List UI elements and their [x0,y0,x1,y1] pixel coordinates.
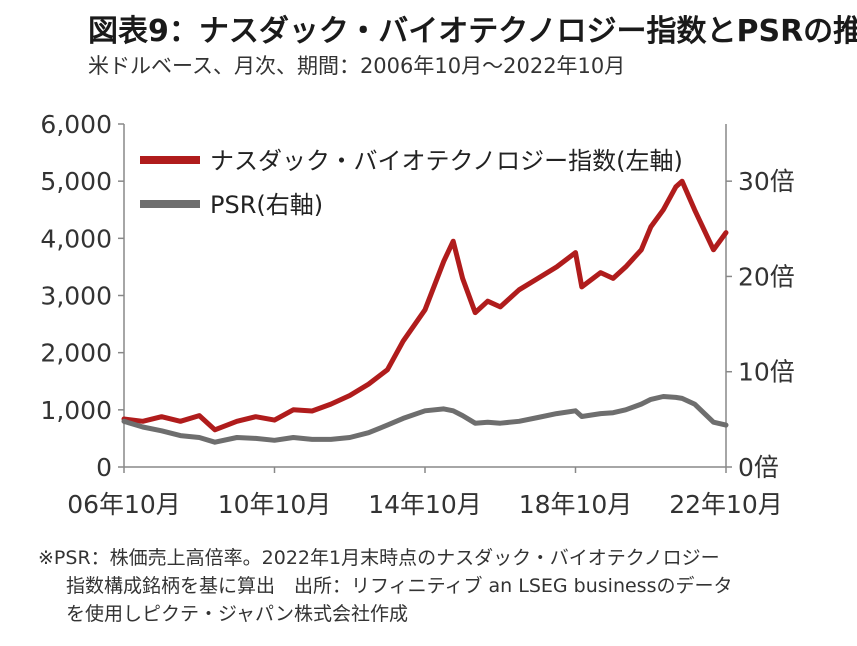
right-axis-ticks: 0倍 10倍 20倍 30倍 [726,167,795,482]
x-axis-ticks: 06年10月 10年10月 14年10月 18年10月 22年10月 [67,467,783,519]
left-tick-label: 1,000 [40,396,112,425]
left-tick-label: 0 [96,453,112,482]
right-tick-label: 0倍 [738,453,779,482]
legend-label-psr: PSR(右軸) [210,191,323,219]
x-tick-label: 14年10月 [368,490,482,519]
index-line [121,178,729,433]
left-tick-label: 4,000 [40,224,112,253]
left-axis-ticks: 0 1,000 2,000 3,000 4,000 5,000 6,000 [40,110,124,482]
left-tick-label: 3,000 [40,282,112,311]
footnote-line-2: 指数構成銘柄を基に算出 出所：リフィニティブ an LSEG businessの… [66,575,733,597]
right-tick-label: 10倍 [738,358,795,387]
left-tick-label: 6,000 [40,110,112,139]
chart-series [121,178,729,445]
legend-label-index: ナスダック・バイオテクノロジー指数(左軸) [210,147,683,175]
psr-line [121,394,729,445]
right-tick-label: 20倍 [738,262,795,291]
chart-title: 図表9：ナスダック・バイオテクノロジー指数とPSRの推移 [88,14,857,49]
x-tick-label: 10年10月 [218,490,332,519]
x-tick-label: 18年10月 [519,490,633,519]
chart-subtitle: 米ドルベース、月次、期間：2006年10月～2022年10月 [88,54,626,78]
left-tick-label: 2,000 [40,339,112,368]
x-tick-label: 22年10月 [669,490,783,519]
footnote-line-3: を使用しピクテ・ジャパン株式会社作成 [66,603,409,625]
x-tick-label: 06年10月 [67,490,181,519]
chart-axes [123,124,727,468]
left-tick-label: 5,000 [40,167,112,196]
footnote-line-1: ※PSR：株価売上高倍率。2022年1月末時点のナスダック・バイオテクノロジー [38,547,720,569]
right-tick-label: 30倍 [738,167,795,196]
chart-legend: ナスダック・バイオテクノロジー指数(左軸) PSR(右軸) [140,147,683,219]
